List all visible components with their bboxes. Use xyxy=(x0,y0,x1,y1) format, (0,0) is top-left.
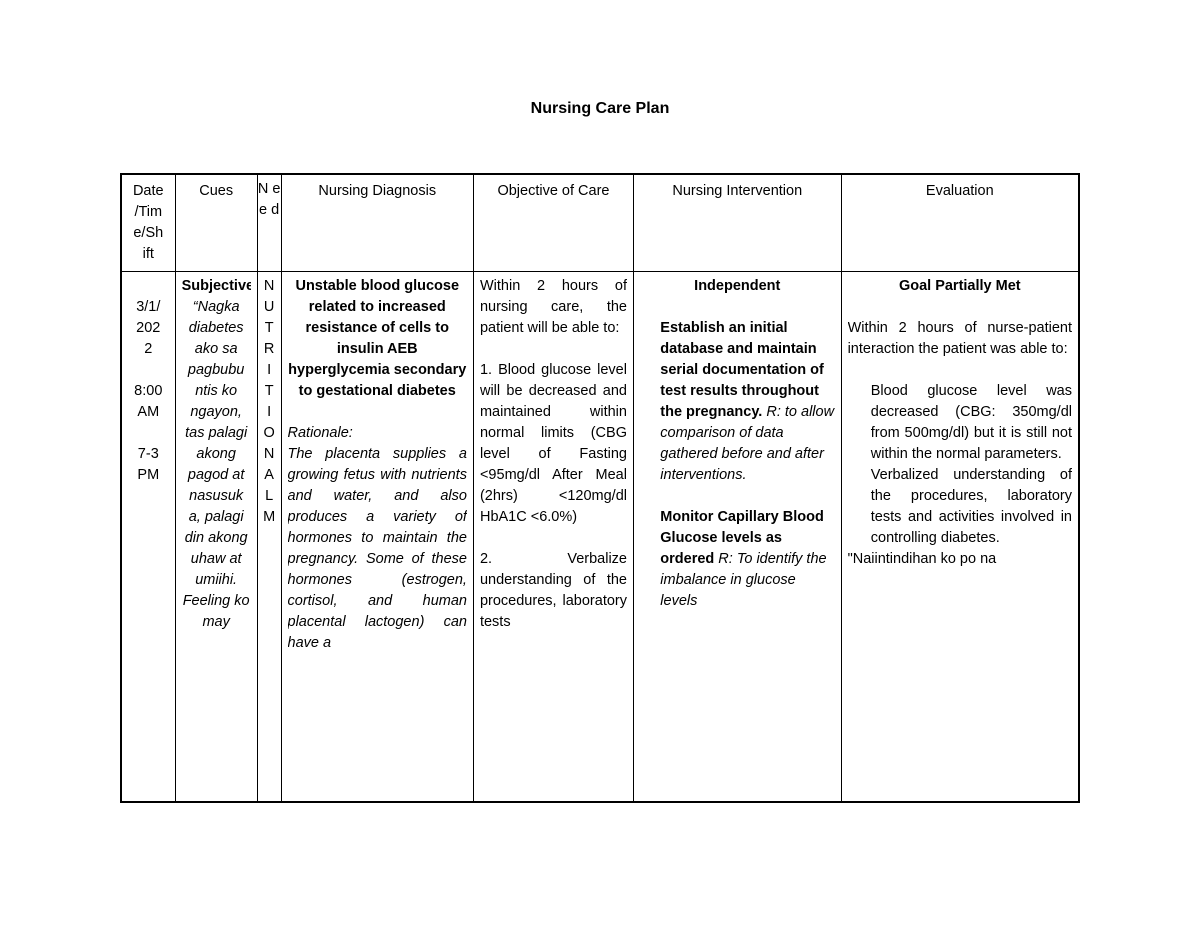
cell-evaluation: Goal Partially Met Within 2 hours of nur… xyxy=(841,272,1079,803)
table-header: Date /Tim e/Sh ift Cues N e e d Nursing … xyxy=(121,174,1079,272)
need-letter: A xyxy=(258,465,281,486)
eval-quote: "Naiintindihan ko po na xyxy=(848,551,997,567)
cell-objective: Within 2 hours of nursing care, the pati… xyxy=(473,272,633,803)
dx-rationale-text: The placenta supplies a growing fetus wi… xyxy=(288,446,467,651)
need-letter: U xyxy=(258,297,281,318)
page-title: Nursing Care Plan xyxy=(120,100,1080,118)
cell-diagnosis: Unstable blood glucose related to increa… xyxy=(281,272,473,803)
need-letter: N xyxy=(258,276,281,297)
int-item-1: 1.Establish an initial database and main… xyxy=(640,318,835,486)
cell-intervention: Independent 1.Establish an initial datab… xyxy=(633,272,841,803)
col-need: N e e d xyxy=(257,174,281,272)
col-evaluation: Evaluation xyxy=(841,174,1079,272)
need-letter: R xyxy=(258,339,281,360)
need-letter: I xyxy=(258,402,281,423)
eval-intro: Within 2 hours of nurse-patient interact… xyxy=(848,320,1072,357)
col-date: Date /Tim e/Sh ift xyxy=(121,174,175,272)
col-cues: Cues xyxy=(175,174,257,272)
eval-heading: Goal Partially Met xyxy=(848,276,1072,297)
need-letter: T xyxy=(258,381,281,402)
obj-item-1: 1. Blood glucose level will be decreased… xyxy=(480,362,627,525)
cell-date: 3/1/ 202 2 8:00 AM 7-3 PM xyxy=(121,272,175,803)
need-letter: I xyxy=(258,360,281,381)
obj-intro: Within 2 hours of nursing care, the pati… xyxy=(480,278,627,336)
int-heading: Independent xyxy=(640,276,835,297)
cues-heading: Subjective: xyxy=(182,278,251,294)
need-letters-container: N U T R I T I O N A L M xyxy=(258,276,281,755)
need-letter: T xyxy=(258,318,281,339)
need-letter: O xyxy=(258,423,281,444)
col-intervention: Nursing Intervention xyxy=(633,174,841,272)
int-item-2: 2.Monitor Capillary Blood Glucose levels… xyxy=(640,507,835,612)
obj-item-2: 2. Verbalize understanding of the proced… xyxy=(480,551,627,630)
need-letter: M xyxy=(258,507,281,528)
eval-item-a: A.Blood glucose level was decreased (CBG… xyxy=(848,381,1072,465)
cell-cues: Subjective: “Nagka diabetes ako sa pagbu… xyxy=(175,272,257,803)
cell-need: N U T R I T I O N A L M xyxy=(257,272,281,803)
care-plan-table: Date /Tim e/Sh ift Cues N e e d Nursing … xyxy=(120,173,1080,803)
col-objective: Objective of Care xyxy=(473,174,633,272)
table-row: 3/1/ 202 2 8:00 AM 7-3 PM Subjective: “N… xyxy=(121,272,1079,803)
need-letter: L xyxy=(258,486,281,507)
document-page: Nursing Care Plan Date /Tim e/Sh ift Cue… xyxy=(0,0,1200,803)
col-diagnosis: Nursing Diagnosis xyxy=(281,174,473,272)
eval-item-b: B.Verbalized understanding of the proced… xyxy=(848,465,1072,549)
dx-rationale-label: Rationale: xyxy=(288,425,353,441)
need-letter: N xyxy=(258,444,281,465)
cues-quote: “Nagka diabetes ako sa pagbubu ntis ko n… xyxy=(183,299,250,630)
dx-statement: Unstable blood glucose related to increa… xyxy=(288,276,467,402)
